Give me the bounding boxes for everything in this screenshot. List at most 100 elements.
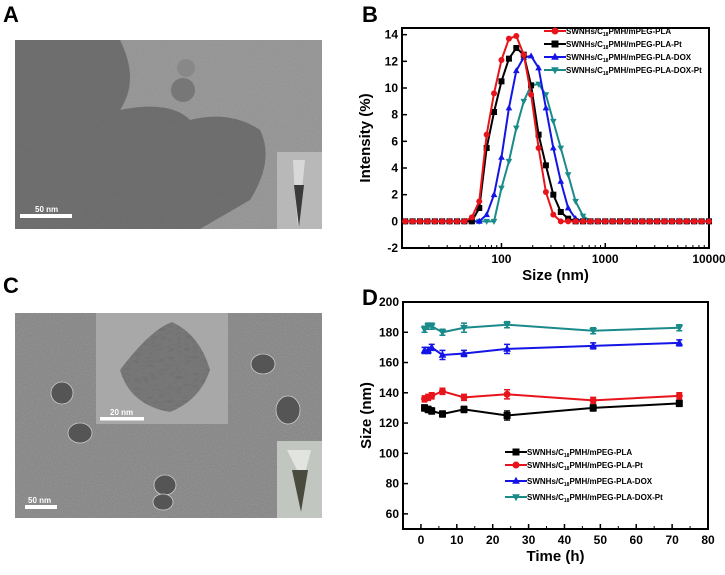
- data-point: [542, 189, 549, 195]
- data-point: [557, 209, 564, 215]
- x-tick-label: 0: [418, 533, 425, 547]
- data-point: [491, 90, 498, 97]
- data-point: [409, 218, 416, 225]
- chart-b-size-distribution: -2 0 2 4 6 8 10 12 14 100 1000 10000 Size (nm) Intens…: [357, 27, 725, 284]
- y-tick-label: 14: [385, 28, 399, 42]
- legend-item: SWNHs/C18PMH/mPEG-PLA-Pt: [505, 461, 643, 472]
- data-point: [550, 144, 557, 151]
- panel-label-a: A: [3, 2, 19, 27]
- data-point: [639, 218, 646, 225]
- y-tick-label: 140: [379, 386, 399, 400]
- data-point: [424, 405, 432, 413]
- data-point: [460, 349, 468, 357]
- y-tick-label: 120: [379, 416, 399, 430]
- data-point: [513, 33, 520, 39]
- data-point: [706, 218, 712, 225]
- data-point: [646, 218, 653, 225]
- y-axis-label: Intensity (%): [357, 93, 374, 182]
- data-point: [490, 191, 498, 198]
- legend-item: SWNHs/C18PMH/mPEG-PLA-DOX: [505, 476, 653, 488]
- data-point: [675, 392, 683, 400]
- data-point: [572, 218, 579, 225]
- data-point: [503, 390, 511, 398]
- legend: SWNHs/C18PMH/mPEG-PLA SWNHs/C18PMH/mPEG-P…: [544, 27, 702, 77]
- data-point: [505, 104, 513, 111]
- legend-marker: [512, 448, 520, 456]
- data-point: [691, 218, 698, 225]
- inset-scale-bar-label: 20 nm: [110, 408, 133, 417]
- data-point: [520, 51, 527, 58]
- inset-scale-bar: [100, 417, 144, 421]
- x-tick-label: 100: [491, 252, 511, 266]
- data-point: [498, 78, 505, 85]
- series-line: [405, 34, 709, 223]
- legend-marker: [551, 40, 559, 48]
- data-point: [428, 407, 436, 415]
- y-tick-label: 200: [379, 295, 399, 309]
- legend-marker: [551, 67, 559, 75]
- legend-item: SWNHs/C18PMH/mPEG-PLA-DOX: [544, 52, 692, 64]
- plot-frame: [402, 301, 709, 530]
- data-point: [454, 218, 461, 225]
- data-point: [631, 218, 638, 225]
- data-point: [572, 198, 579, 205]
- scale-bar-a: [20, 214, 72, 218]
- legend-marker: [512, 461, 520, 469]
- data-point: [542, 162, 549, 169]
- data-point: [617, 218, 624, 225]
- data-point: [427, 323, 436, 331]
- data-point: [683, 218, 690, 225]
- y-tick-label: 80: [386, 477, 400, 491]
- data-point: [589, 341, 598, 349]
- legend-label: SWNHs/C18PMH/mPEG-PLA-Pt: [527, 461, 643, 472]
- data-point: [476, 198, 483, 205]
- x-tick-label: 40: [558, 533, 572, 547]
- data-point: [535, 145, 542, 151]
- data-point: [513, 125, 520, 132]
- data-point: [513, 67, 520, 74]
- series-line: [405, 54, 709, 223]
- data-point: [461, 218, 468, 225]
- x-tick-label: 30: [522, 533, 536, 547]
- data-point: [468, 218, 475, 225]
- y-tick-label: 60: [386, 507, 400, 521]
- scale-bar-label-c: 50 nm: [28, 496, 51, 505]
- data-point: [468, 214, 475, 221]
- chart-d-size-stability: 60 80 100 120 140 160 180 200 0 10 20 30 40 50 60 70 80 T…: [358, 295, 715, 565]
- x-axis-label: Time (h): [526, 548, 584, 565]
- data-point: [428, 392, 436, 400]
- series-triangle-up: [420, 338, 684, 361]
- data-point: [460, 405, 468, 413]
- y-tick-label: 2: [391, 188, 398, 202]
- data-point: [528, 82, 535, 89]
- data-point: [550, 118, 557, 125]
- x-tick-label: 20: [486, 533, 500, 547]
- data-point: [602, 218, 609, 225]
- data-point: [661, 218, 668, 225]
- tem-image-c: 20 nm 50 nm: [15, 313, 322, 518]
- data-point: [589, 404, 597, 412]
- data-point: [579, 213, 587, 220]
- data-point: [491, 109, 498, 115]
- data-point: [564, 172, 572, 179]
- data-point: [431, 218, 438, 225]
- legend-marker: [551, 27, 559, 35]
- x-tick-label: 10: [450, 533, 464, 547]
- panel-label-b: B: [362, 2, 378, 27]
- data-point: [438, 387, 446, 395]
- legend-label: SWNHs/C18PMH/mPEG-PLA: [566, 27, 671, 38]
- data-point: [594, 218, 601, 225]
- legend-label: SWNHs/C18PMH/mPEG-PLA-Pt: [566, 40, 682, 51]
- data-point: [557, 177, 565, 184]
- legend-label: SWNHs/C18PMH/mPEG-PLA-DOX: [527, 477, 653, 488]
- data-point: [503, 412, 511, 419]
- data-point: [505, 158, 513, 165]
- legend-marker: [512, 476, 520, 484]
- scale-bar-label-a: 50 nm: [35, 205, 58, 214]
- data-point: [420, 326, 429, 334]
- data-point: [564, 204, 572, 211]
- series-circle: [402, 33, 712, 225]
- data-point: [476, 205, 483, 211]
- data-point: [587, 218, 594, 225]
